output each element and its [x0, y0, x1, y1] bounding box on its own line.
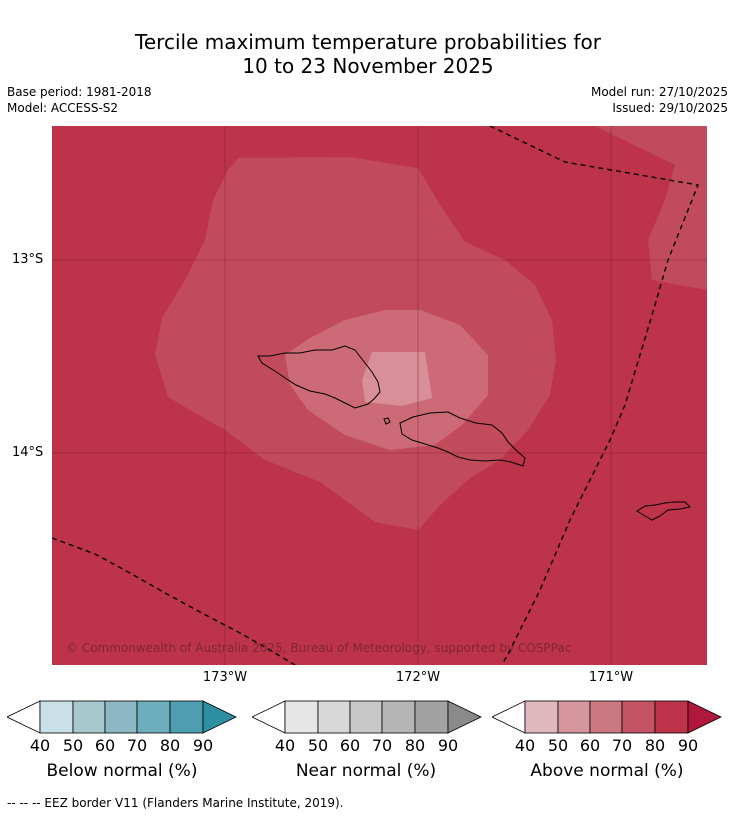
eez-footnote: -- -- -- EEZ border V11 (Flanders Marine…	[7, 796, 344, 810]
tick-label: 60	[339, 736, 361, 755]
below-segment-1	[39, 700, 74, 734]
below-segment-3	[104, 700, 138, 734]
above-segment-5	[654, 700, 689, 734]
contour-50-60	[362, 352, 432, 406]
tick-label: 90	[437, 736, 459, 755]
near-segment-1	[284, 700, 319, 734]
model-run: Model run: 27/10/2025	[590, 85, 728, 99]
above-segment-4	[621, 700, 656, 734]
lon-label-172w: 172°W	[395, 670, 441, 685]
base-period: Base period: 1981-2018	[7, 85, 152, 99]
title-line-2: 10 to 23 November 2025	[242, 54, 494, 78]
lon-label-171w: 171°W	[588, 670, 634, 685]
above-segment-1	[524, 700, 559, 734]
island-tutuila	[399, 411, 526, 467]
island-small	[383, 417, 391, 425]
tick-label: 80	[404, 736, 426, 755]
title-line-1: Tercile maximum temperature probabilitie…	[135, 30, 601, 54]
near-upper-extend	[447, 700, 482, 734]
issued-date: Issued: 29/10/2025	[612, 101, 728, 115]
copyright-notice: © Commonwealth of Australia 2025, Bureau…	[66, 641, 572, 655]
near-lower-extend	[252, 700, 286, 734]
model-name: Model: ACCESS-S2	[7, 101, 119, 115]
probability-map	[52, 126, 707, 665]
colorbar-near	[252, 700, 482, 734]
tick-label: 80	[644, 736, 666, 755]
tick-label: 90	[192, 736, 214, 755]
contour-70-80-northeast	[595, 126, 707, 290]
tick-label: 70	[611, 736, 633, 755]
lat-label-13s: 13°S	[12, 252, 44, 267]
above-lower-extend	[492, 700, 526, 734]
lon-label-173w: 173°W	[202, 670, 248, 685]
tick-label: 80	[159, 736, 181, 755]
tick-label: 40	[29, 736, 51, 755]
below-upper-extend	[202, 700, 237, 734]
island-manua	[636, 501, 692, 521]
below-lower-extend	[7, 700, 41, 734]
tick-label: 50	[62, 736, 84, 755]
above-normal-label: Above normal (%)	[530, 761, 684, 781]
below-segment-2	[72, 700, 106, 734]
island-upolu	[257, 345, 381, 409]
tick-label: 50	[307, 736, 329, 755]
tick-label: 70	[371, 736, 393, 755]
near-normal-label: Near normal (%)	[295, 761, 437, 781]
below-segment-4	[136, 700, 171, 734]
above-upper-extend	[687, 700, 722, 734]
near-segment-4	[381, 700, 416, 734]
below-segment-5	[169, 700, 204, 734]
lat-label-14s: 14°S	[12, 445, 44, 460]
colorbar-below	[7, 700, 237, 734]
tick-label: 40	[514, 736, 536, 755]
chart-title: Tercile maximum temperature probabilitie…	[0, 30, 736, 78]
tick-label: 50	[547, 736, 569, 755]
tick-label: 40	[274, 736, 296, 755]
near-segment-3	[349, 700, 383, 734]
meta-right: Model run: 27/10/2025 Issued: 29/10/2025	[591, 84, 728, 116]
tick-label: 60	[579, 736, 601, 755]
above-segment-2	[557, 700, 591, 734]
near-segment-2	[317, 700, 351, 734]
tick-label: 60	[94, 736, 116, 755]
tick-label: 70	[126, 736, 148, 755]
tick-label: 90	[677, 736, 699, 755]
meta-left: Base period: 1981-2018 Model: ACCESS-S2	[7, 84, 152, 116]
colorbar-above	[492, 700, 722, 734]
near-segment-5	[414, 700, 449, 734]
eez-borders	[52, 126, 699, 665]
graticule	[52, 126, 707, 665]
above-segment-3	[589, 700, 623, 734]
below-normal-label: Below normal (%)	[46, 761, 198, 781]
